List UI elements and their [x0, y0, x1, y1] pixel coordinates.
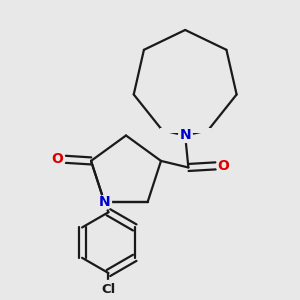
- Text: Cl: Cl: [101, 283, 116, 296]
- Text: N: N: [179, 128, 191, 142]
- Text: O: O: [52, 152, 63, 166]
- Text: O: O: [218, 159, 230, 173]
- Text: N: N: [99, 195, 110, 209]
